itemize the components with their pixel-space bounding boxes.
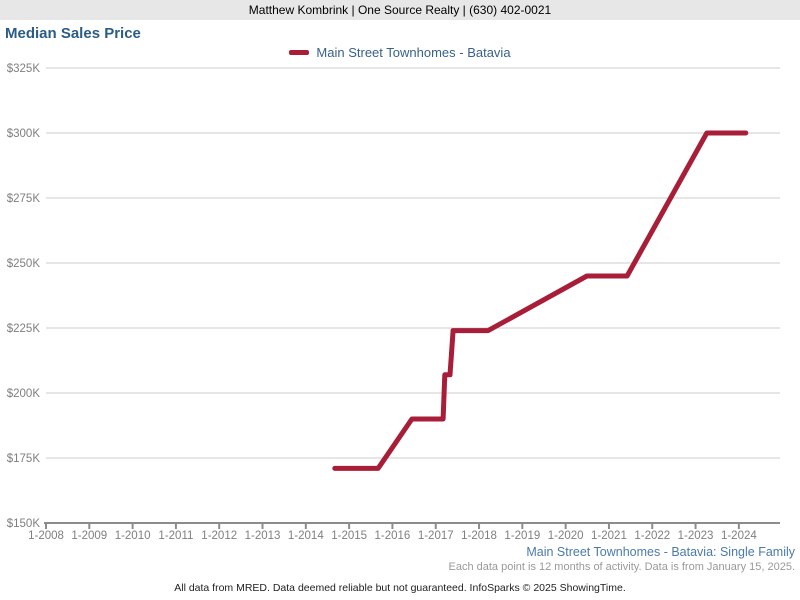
x-axis-tick-label: 1-2016 [375,530,411,542]
x-axis-tick-label: 1-2014 [288,530,324,542]
x-axis-tick-label: 1-2023 [678,530,714,542]
price-trend-line [332,130,749,471]
y-axis-tick-label: $250K [7,258,41,270]
x-axis-tick-label: 1-2011 [158,530,193,542]
x-axis-tick-label: 1-2022 [634,530,670,542]
agent-header-bar: Matthew Kombrink | One Source Realty | (… [0,0,800,20]
footer-data-note: Each data point is 12 months of activity… [448,561,795,573]
x-axis-tick-label: 1-2019 [504,530,540,542]
y-axis-tick-label: $150K [7,518,41,530]
x-axis-tick-label: 1-2010 [115,530,151,542]
chart-legend: Main Street Townhomes - Batavia [0,44,800,60]
agent-contact-text: Matthew Kombrink | One Source Realty | (… [248,3,552,17]
y-axis-tick-label: $300K [7,128,41,140]
footer-series-note: Main Street Townhomes - Batavia: Single … [526,545,795,559]
x-axis-tick-label: 1-2018 [461,530,497,542]
x-axis-tick-label: 1-2012 [201,530,237,542]
legend-line-swatch [289,49,310,55]
x-axis-tick-label: 1-2021 [591,530,627,542]
page-title: Median Sales Price [5,25,141,42]
y-axis-tick-label: $325K [7,63,41,75]
x-axis-tick-label: 1-2008 [28,530,64,542]
x-axis-tick-label: 1-2017 [418,530,454,542]
x-axis-tick-label: 1-2013 [245,530,281,542]
x-axis-tick-label: 1-2009 [71,530,107,542]
y-axis-tick-label: $200K [7,388,41,400]
x-axis-tick-label: 1-2020 [548,530,584,542]
y-axis-tick-label: $275K [7,193,41,205]
footer-disclaimer: All data from MRED. Data deemed reliable… [174,582,626,594]
legend-series-label: Main Street Townhomes - Batavia [316,44,511,60]
y-axis-tick-label: $225K [7,323,41,335]
y-axis-tick-label: $175K [7,453,41,465]
x-axis-tick-label: 1-2015 [331,530,367,542]
x-axis-tick-label: 1-2024 [721,530,757,542]
